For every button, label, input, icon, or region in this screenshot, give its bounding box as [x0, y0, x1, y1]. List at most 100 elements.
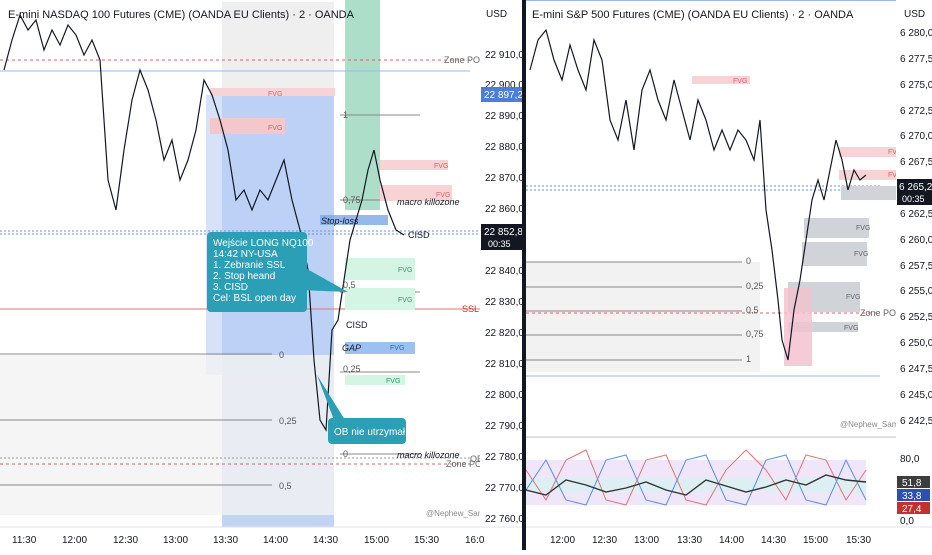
fvg-box[interactable]: [839, 170, 899, 180]
fvg-box[interactable]: [692, 76, 750, 84]
price-axis[interactable]: [896, 0, 932, 527]
price-ticks: 22 910,0 22 900,0 22 890,0 22 880,0 22 8…: [485, 50, 524, 525]
price-tick: 22 890,0: [485, 111, 522, 122]
time-tick: 15:00: [803, 535, 828, 546]
stop-loss-box[interactable]: [320, 215, 388, 225]
ob-note-pointer: [317, 375, 345, 420]
current-price-text: 6 265,2: [899, 182, 932, 193]
fvg-box[interactable]: [210, 88, 335, 96]
oscillator-blue-line: [525, 454, 867, 506]
gray-box[interactable]: [788, 322, 858, 332]
price-tick: 22 860,0: [485, 204, 522, 215]
fib-label: 0,25: [279, 416, 297, 426]
price-tick: 6 257,5: [900, 261, 932, 272]
fvg-label: FVG: [268, 125, 282, 132]
price-tick: 22 760,0: [485, 514, 522, 525]
left-chart-title: E-mini NASDAQ 100 Futures (CME) (OANDA E…: [8, 9, 355, 21]
fvg-box[interactable]: [380, 185, 452, 201]
time-tick: 12:00: [550, 535, 575, 546]
price-tick: 6 255,0: [900, 286, 932, 297]
entry-note[interactable]: [207, 232, 307, 312]
ob-note-text: OB nie utrzymał: [334, 427, 406, 438]
fvg-box[interactable]: [210, 118, 285, 134]
price-tick: 6 242,5: [900, 416, 932, 427]
price-tick: 6 250,0: [900, 338, 932, 349]
countdown-text: 00:35: [902, 194, 925, 204]
price-tick: 22 900,0: [485, 80, 522, 91]
time-tick: 13:30: [213, 535, 238, 546]
price-tick: 6 245,0: [900, 390, 932, 401]
macro-killzone-bottom-label: macro killozone: [397, 450, 460, 460]
gap-box[interactable]: [345, 342, 415, 354]
fvg-label: FVG: [733, 78, 747, 85]
candlesticks[interactable]: [529, 28, 867, 361]
candlesticks[interactable]: [3, 13, 405, 432]
entry-note-line: Cel: BSL open day: [213, 293, 296, 304]
fvg-box[interactable]: [345, 375, 405, 385]
time-tick: 14:00: [719, 535, 744, 546]
price-tick: 22 870,0: [485, 173, 522, 184]
oscillator-red-line: [525, 449, 867, 506]
price-tick: 22 910,0: [485, 50, 522, 61]
fib-label: 1: [343, 110, 348, 120]
left-chart-canvas[interactable]: E-mini NASDAQ 100 Futures (CME) (OANDA E…: [0, 0, 524, 550]
fvg-box[interactable]: [345, 258, 415, 280]
gray-box[interactable]: [804, 218, 869, 238]
fvg-label: FVG: [390, 345, 404, 352]
time-tick: 12:00: [62, 535, 87, 546]
fib-label: 0,5: [343, 280, 356, 290]
price-tick: 6 260,0: [900, 235, 932, 246]
gray-box[interactable]: [802, 242, 867, 266]
ob-note[interactable]: [328, 418, 406, 444]
osc-value-badge: [897, 502, 930, 514]
price-tick: 6 275,0: [900, 80, 932, 91]
oscillator-tick: 80,0: [900, 454, 920, 465]
time-tick: 15:30: [414, 535, 439, 546]
ob-label: OB: [470, 454, 483, 464]
price-tick: 6 272,5: [900, 106, 932, 117]
price-tick: 22 810,0: [485, 359, 522, 370]
fib-label: 0: [746, 256, 751, 266]
fv-label: FV: [888, 172, 897, 179]
time-ticks[interactable]: 11:30 12:00 12:30 13:00 13:30 14:00 14:3…: [12, 535, 485, 546]
price-tick: 6 252,5: [900, 312, 932, 323]
entry-note-line: 3. CISD: [213, 282, 248, 293]
gray-box[interactable]: [841, 186, 899, 200]
price-tick: 22 820,0: [485, 328, 522, 339]
price-label-top-text: 22 897,2: [484, 90, 522, 101]
fvg-label: FVG: [268, 91, 282, 98]
entry-note-line: 2. Stop heand: [213, 271, 275, 282]
fvg-box[interactable]: [839, 147, 899, 157]
ssl-label: SSL: [462, 304, 479, 314]
oscillator-tick: 0,0: [900, 516, 914, 527]
countdown-text: 00:35: [488, 239, 511, 249]
fvg-box[interactable]: [345, 288, 415, 310]
osc-value-badge: [897, 476, 930, 488]
time-tick: 13:00: [634, 535, 659, 546]
fvg-label: FVG: [856, 225, 870, 232]
right-chart[interactable]: E-mini S&P 500 Futures (CME) (OANDA EU C…: [525, 0, 932, 550]
cisd-label: CISD: [408, 230, 430, 240]
time-ticks[interactable]: 12:00 12:30 13:00 13:30 14:00 14:30 15:0…: [550, 535, 871, 546]
fvg-box[interactable]: [380, 160, 448, 170]
stop-loss-label: Stop-loss: [321, 216, 359, 226]
fib-label: 0,25: [746, 281, 764, 291]
price-ticks: 6 280,0 6 277,5 6 275,0 6 272,5 6 270,0 …: [900, 28, 932, 427]
price-tick: 22 790,0: [485, 421, 522, 432]
time-tick: 13:00: [163, 535, 188, 546]
target-zone-box[interactable]: [345, 0, 380, 210]
fv-label: FV: [888, 149, 897, 156]
chart-divider[interactable]: [522, 0, 526, 550]
time-tick: 11:30: [12, 535, 37, 546]
fib-label: 0,25: [343, 364, 361, 374]
fvg-label: FVG: [386, 378, 400, 385]
fvg-label: FVG: [436, 192, 450, 199]
time-tick: 15:30: [846, 535, 871, 546]
time-tick: 14:30: [761, 535, 786, 546]
current-price-label: [897, 179, 932, 205]
zone-poi-top-label: Zone POI: [444, 55, 483, 65]
left-chart[interactable]: E-mini NASDAQ 100 Futures (CME) (OANDA E…: [0, 0, 524, 550]
fvg-label: FVG: [398, 297, 412, 304]
price-tick: 22 840,0: [485, 266, 522, 277]
right-chart-canvas[interactable]: E-mini S&P 500 Futures (CME) (OANDA EU C…: [525, 0, 932, 550]
